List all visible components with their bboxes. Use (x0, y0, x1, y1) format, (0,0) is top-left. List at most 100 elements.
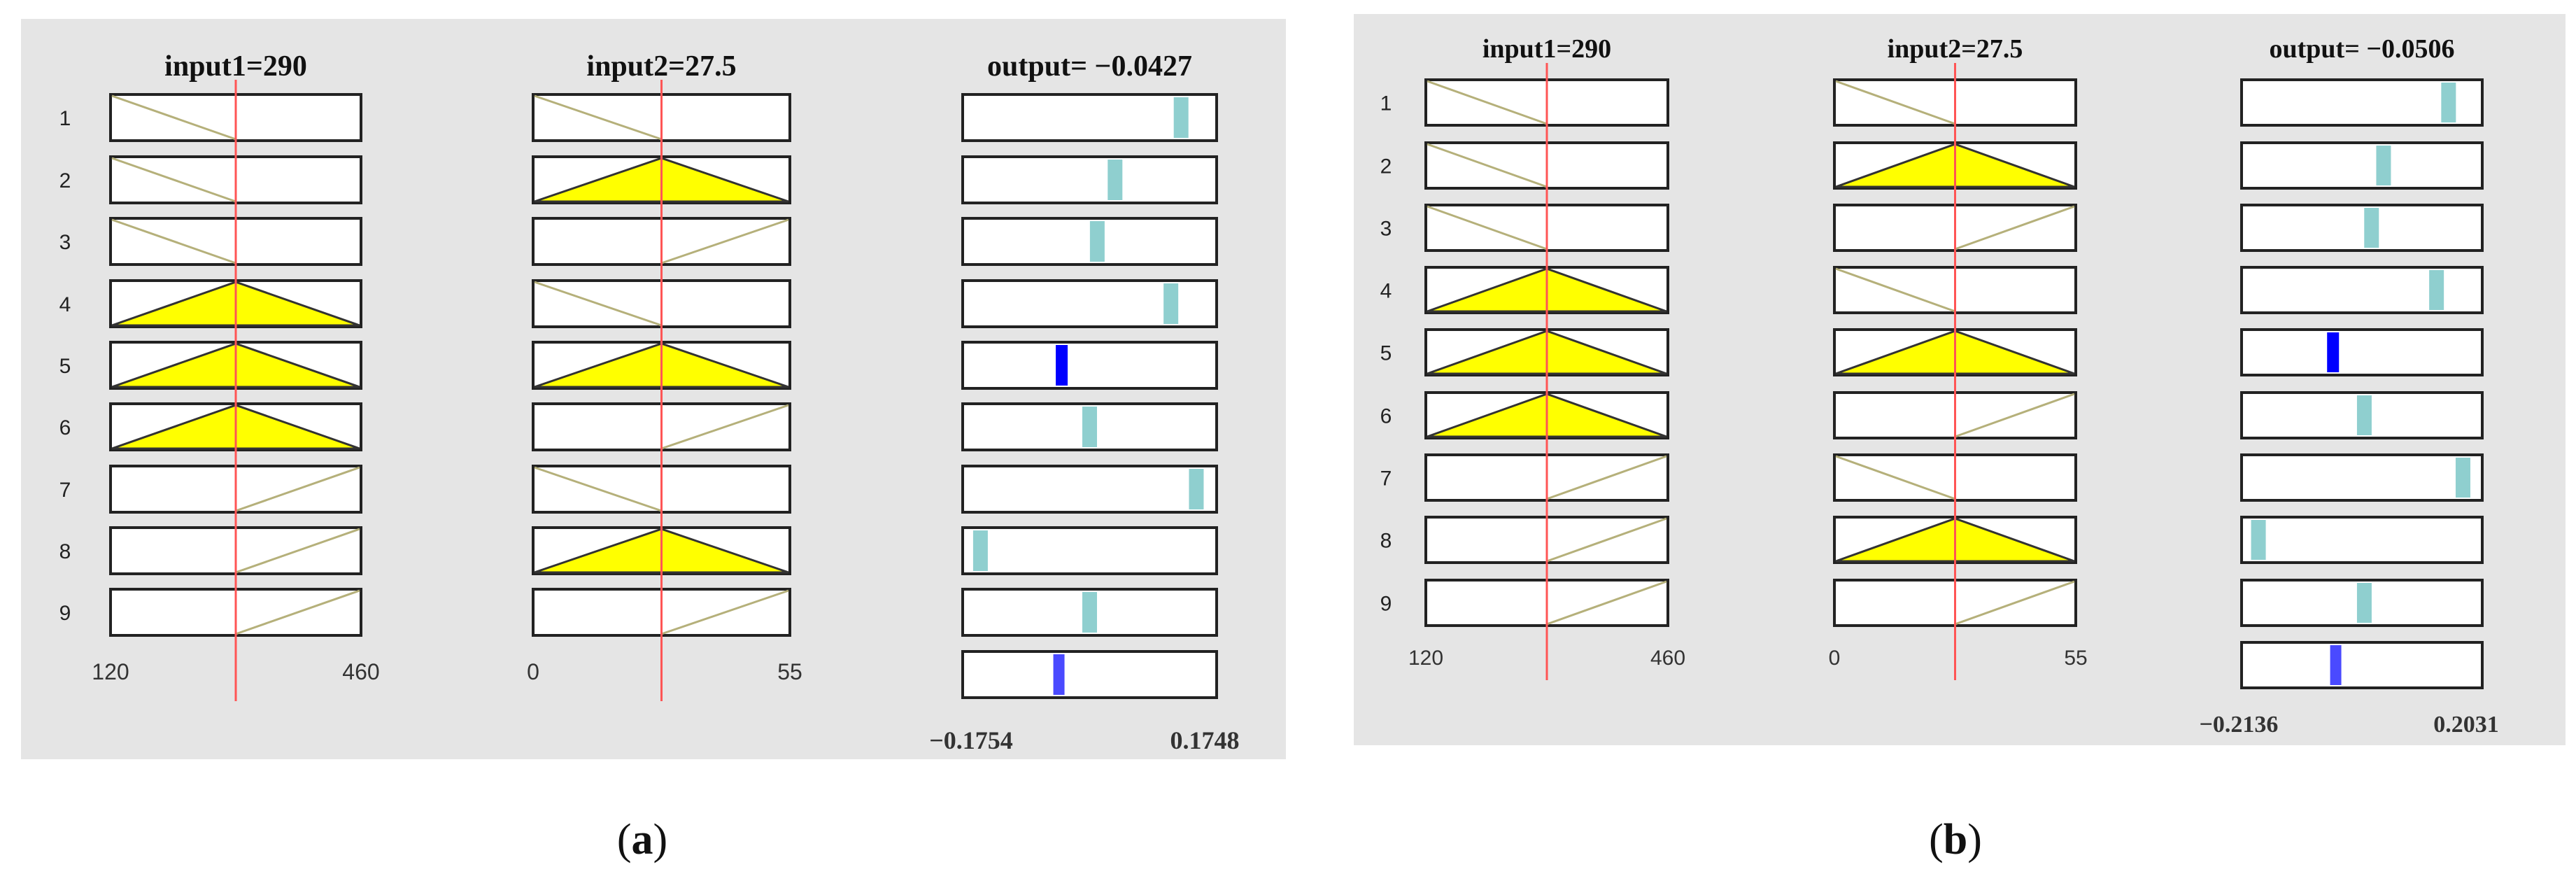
membership-rising-ramp (661, 404, 789, 450)
mf-box (961, 526, 1218, 575)
output-result-bar (2330, 645, 2342, 685)
output-membership (961, 588, 1218, 637)
output-membership (2240, 453, 2484, 502)
membership-rising-ramp (1954, 580, 2075, 626)
output-bar (2441, 83, 2456, 122)
output-bar (1082, 407, 1097, 447)
output-membership (961, 526, 1218, 575)
output-membership (2240, 266, 2484, 314)
output-result-bar (1053, 654, 1065, 695)
caption-close: ) (653, 816, 668, 864)
panel-a: input1=290 input2=27.5 output= −0.0427 1 2 3 4… (21, 19, 1286, 864)
rule-row: 7 (59, 465, 1218, 514)
membership-falling-ramp (1835, 80, 1956, 125)
membership-rising-ramp (1546, 517, 1667, 563)
membership-falling-ramp (1835, 267, 1956, 313)
rule-row: 8 (59, 526, 1218, 575)
output-bar-active (1056, 345, 1068, 386)
mf-box (2240, 141, 2484, 190)
membership-falling-ramp (111, 218, 236, 265)
membership-rising-ramp (661, 218, 789, 265)
caption-close: ) (1967, 816, 1982, 864)
rule-number: 9 (1380, 593, 1392, 616)
output-membership (2240, 391, 2484, 439)
panel-caption: (a) (617, 816, 667, 864)
caption-open: ( (1929, 816, 1944, 864)
output-max-label: 0.1748 (1170, 726, 1240, 754)
output-min-label: −0.2136 (2200, 712, 2279, 738)
caption-letter: a (632, 816, 653, 864)
output-max-label: 0.2031 (2433, 712, 2499, 738)
membership-falling-ramp (1427, 205, 1548, 251)
rule-row: 1 (59, 93, 1218, 142)
mf-box (2240, 328, 2484, 376)
output-bar (2364, 208, 2379, 248)
output-bar (2251, 520, 2266, 560)
mf-box (961, 341, 1218, 390)
mf-box (2240, 641, 2484, 689)
membership-falling-ramp (111, 94, 236, 141)
output-membership (2240, 516, 2484, 564)
input2-min-label: 0 (1829, 647, 1841, 670)
rule-number: 7 (1380, 467, 1392, 491)
rule-number: 4 (59, 293, 71, 316)
rule-row: 6 (1380, 391, 2484, 439)
membership-rising-ramp (1546, 455, 1667, 500)
mf-box (961, 650, 1218, 699)
rule-row: 5 (59, 341, 1218, 390)
membership-rising-ramp (1954, 393, 2075, 438)
rule-row: 4 (1380, 266, 2484, 314)
output-membership (961, 279, 1218, 328)
output-bar (1173, 97, 1189, 138)
membership-falling-ramp (1835, 455, 1956, 500)
aggregated-output (961, 650, 1218, 699)
mf-box (2240, 266, 2484, 314)
output-membership (2240, 141, 2484, 190)
input1-title: input1=290 (164, 50, 307, 83)
input1-min-label: 120 (92, 659, 129, 684)
rule-number: 5 (1380, 342, 1392, 365)
rule-row: 6 (59, 402, 1218, 451)
input2-title: input2=27.5 (1888, 34, 2023, 64)
rule-number: 2 (59, 169, 71, 192)
rule-row: 3 (59, 217, 1218, 266)
input1-title: input1=290 (1482, 34, 1611, 64)
output-bar (1107, 160, 1123, 200)
aggregated-output (2240, 641, 2484, 689)
output-membership (961, 402, 1218, 451)
input2-min-label: 0 (527, 659, 539, 684)
mf-box (2240, 516, 2484, 564)
output-bar-active (2327, 332, 2340, 372)
rule-number: 5 (59, 355, 71, 378)
input1-max-label: 460 (1650, 647, 1685, 670)
output-bar (1189, 469, 1204, 509)
rule-number: 7 (59, 479, 71, 502)
caption-letter: b (1944, 816, 1967, 864)
membership-rising-ramp (661, 589, 789, 635)
caption-open: ( (617, 816, 632, 864)
membership-falling-ramp (1427, 143, 1548, 188)
rule-number: 1 (1380, 92, 1392, 115)
rule-number: 1 (59, 107, 71, 130)
rule-row: 7 (1380, 453, 2484, 502)
rule-row: 4 (59, 279, 1218, 328)
membership-falling-ramp (534, 466, 662, 512)
output-membership (2240, 328, 2484, 376)
output-bar (2356, 395, 2372, 435)
output-bar (972, 530, 988, 571)
rule-number: 3 (1380, 218, 1392, 241)
input2-title: input2=27.5 (586, 50, 736, 83)
output-membership (2240, 579, 2484, 627)
input2-max-label: 55 (2064, 647, 2087, 670)
input1-min-label: 120 (1408, 647, 1443, 670)
mf-box (961, 465, 1218, 514)
output-membership (961, 93, 1218, 142)
input1-max-label: 460 (342, 659, 379, 684)
membership-falling-ramp (534, 281, 662, 327)
mf-box (961, 155, 1218, 204)
rule-row: 5 (1380, 328, 2484, 376)
panel-caption: (b) (1929, 816, 1982, 864)
output-bar (1082, 592, 1097, 633)
membership-rising-ramp (1954, 205, 2075, 251)
